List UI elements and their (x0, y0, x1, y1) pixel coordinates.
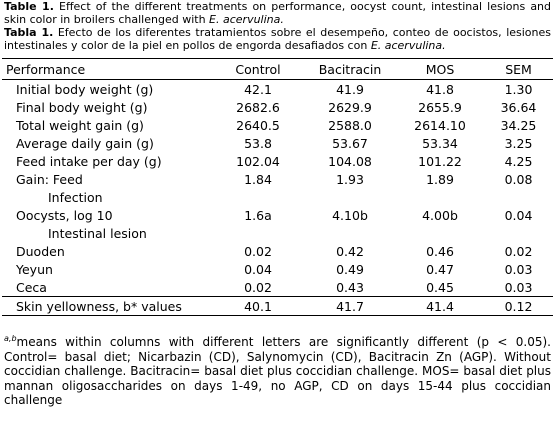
column-header: MOS (396, 58, 484, 80)
cell: 2588.0 (328, 117, 372, 133)
cell: 53.34 (422, 135, 458, 151)
caption-species: E. acervulina. (209, 13, 284, 26)
data-row: Initial body weight (g) 42.1 41.9 41.8 1.30 (2, 80, 553, 99)
cell: 0.49 (336, 261, 364, 277)
data-row: Gain: Feed 1.84 1.93 1.89 0.08 (2, 170, 553, 188)
cell: 0.02 (244, 243, 272, 259)
section-row: Infection (2, 188, 553, 206)
cell: 104.08 (328, 153, 372, 169)
footnote: a,bmeans within columns with different l… (0, 332, 555, 408)
cell: 41.4 (396, 296, 484, 316)
data-row: Ceca 0.02 0.43 0.45 0.03 (2, 278, 553, 297)
data-row: Average daily gain (g) 53.8 53.67 53.34 3.25 (2, 134, 553, 152)
section-label: Intestinal lesion (48, 225, 147, 241)
cell: 4.10b (332, 207, 368, 223)
cell: 102.04 (236, 153, 280, 169)
cell: 0.12 (484, 296, 553, 316)
cell: 41.7 (304, 296, 396, 316)
data-row: Duoden 0.02 0.42 0.46 0.02 (2, 242, 553, 260)
row-label: Feed intake per day (g) (16, 153, 162, 169)
data-row: Feed intake per day (g) 102.04 104.08 101.2… (2, 152, 553, 170)
cell: 41.8 (426, 81, 454, 97)
cell: 0.04 (244, 261, 272, 277)
data-row: Yeyun 0.04 0.49 0.47 0.03 (2, 260, 553, 278)
cell: 2614.10 (414, 117, 466, 133)
cell: 0.02 (504, 243, 533, 259)
cell: 36.64 (500, 99, 537, 115)
cell: 101.22 (418, 153, 462, 169)
cell: 0.47 (426, 261, 454, 277)
cell: 0.04 (504, 207, 533, 223)
cell: 1.93 (336, 171, 364, 187)
cell: 34.25 (500, 117, 537, 133)
cell: 4.00b (422, 207, 458, 223)
column-header: Control (212, 58, 304, 80)
caption-label: Tabla 1. (4, 26, 54, 39)
row-label: Final body weight (g) (16, 99, 148, 115)
cell: 4.25 (504, 153, 533, 169)
cell: 53.8 (244, 135, 272, 151)
caption-text: Efecto de los diferentes tratamientos so… (4, 26, 552, 52)
cell: 3.25 (504, 135, 533, 151)
cell: 0.03 (504, 279, 533, 295)
row-label: Oocysts, log 10 (16, 207, 113, 223)
row-label: Ceca (16, 279, 47, 295)
cell: 42.1 (244, 81, 272, 97)
cell: 2655.9 (418, 99, 462, 115)
column-header: Performance (2, 58, 212, 80)
header-row: Performance Control Bacitracin MOS SEM (2, 58, 553, 80)
section-label: Infection (48, 189, 103, 205)
section-row: Intestinal lesion (2, 224, 553, 242)
cell: 0.45 (426, 279, 454, 295)
row-label: Initial body weight (g) (16, 81, 154, 97)
cell: 1.84 (244, 171, 272, 187)
cell: 2682.6 (236, 99, 280, 115)
cell: 2629.9 (328, 99, 372, 115)
row-label: Gain: Feed (16, 171, 83, 187)
data-row: Final body weight (g) 2682.6 2629.9 2655.9 3… (2, 98, 553, 116)
row-label: Average daily gain (g) (16, 135, 154, 151)
cell: 0.02 (244, 279, 272, 295)
row-label: Total weight gain (g) (16, 117, 144, 133)
footnote-marker: a,b (4, 334, 17, 343)
cell: 53.67 (332, 135, 368, 151)
cell: 0.42 (336, 243, 364, 259)
caption-species: E. acervulina. (370, 39, 446, 52)
cell: 0.43 (336, 279, 364, 295)
cell: 2640.5 (236, 117, 280, 133)
caption-es: Tabla 1. Efecto de los diferentes tratam… (0, 26, 555, 52)
row-label: Yeyun (16, 261, 53, 277)
footnote-text: means within columns with different lett… (4, 335, 551, 407)
cell: 40.1 (212, 296, 304, 316)
cell: 1.6a (244, 207, 272, 223)
cell: 0.46 (426, 243, 454, 259)
data-table: Performance Control Bacitracin MOS SEM Initi… (2, 58, 553, 316)
cell: 1.89 (426, 171, 454, 187)
caption-en: Table 1. Effect of the different treatme… (0, 0, 555, 26)
row-label: Duoden (16, 243, 65, 259)
column-header: SEM (484, 58, 553, 80)
data-row: Total weight gain (g) 2640.5 2588.0 2614.10… (2, 116, 553, 134)
data-row: Skin yellowness, b* values 40.1 41.7 41.4 0.… (2, 296, 553, 316)
cell: 1.30 (504, 81, 533, 97)
cell: 41.9 (336, 81, 364, 97)
column-header: Bacitracin (304, 58, 396, 80)
cell: 0.08 (504, 171, 533, 187)
data-row: Oocysts, log 10 1.6a 4.10b 4.00b 0.04 (2, 206, 553, 224)
caption-label: Table 1. (4, 0, 54, 13)
caption-text: Effect of the different treatments on pe… (4, 0, 552, 26)
cell: 0.03 (504, 261, 533, 277)
row-label: Skin yellowness, b* values (2, 296, 212, 316)
